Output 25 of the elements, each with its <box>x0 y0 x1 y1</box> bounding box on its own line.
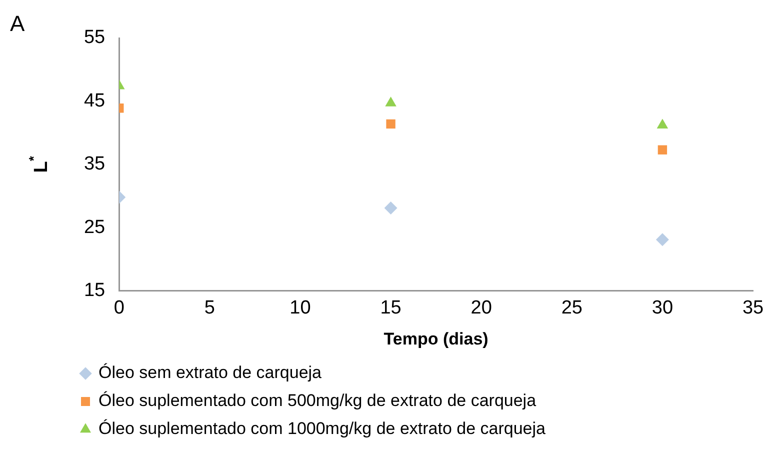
x-tick-label: 5 <box>204 297 215 318</box>
legend-label: Óleo sem extrato de carqueja <box>98 363 322 382</box>
y-axis-title: L* <box>26 155 52 173</box>
point <box>385 96 396 106</box>
y-tick-label: 55 <box>84 27 106 48</box>
x-tick-label: 0 <box>114 297 124 318</box>
x-tick-label: 25 <box>561 297 582 318</box>
legend-label: Óleo suplementado com 500mg/kg de extrato de carqueja <box>98 391 537 410</box>
x-axis-title: Tempo (dias) <box>384 329 488 348</box>
point <box>384 202 398 215</box>
y-tick-label: 15 <box>84 280 106 302</box>
x-tick-label: 15 <box>380 297 402 318</box>
x-tick-label: 10 <box>290 297 311 318</box>
x-tick-label: 30 <box>652 297 674 318</box>
y-tick-label: 25 <box>84 216 106 238</box>
y-tick-label: 35 <box>84 154 106 175</box>
legend-label: Óleo suplementado com 1000mg/kg de extrato de carqueja <box>98 419 546 438</box>
point <box>658 145 668 154</box>
chart-title: A <box>10 11 25 36</box>
x-tick-label: 20 <box>470 297 492 318</box>
point <box>386 119 396 129</box>
point <box>656 118 668 128</box>
x-tick-label: 35 <box>742 297 764 318</box>
y-tick-label: 45 <box>84 90 106 112</box>
point <box>656 233 669 246</box>
